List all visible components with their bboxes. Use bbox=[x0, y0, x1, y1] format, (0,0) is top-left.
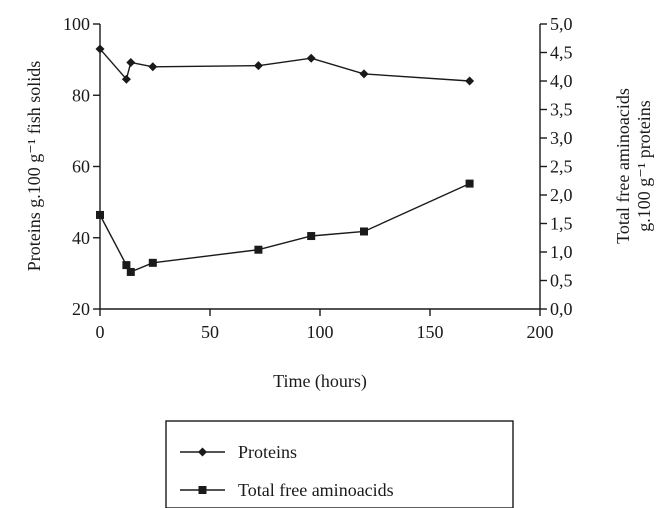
right-y-tick-label: 3,5 bbox=[550, 100, 573, 120]
right-y-tick-label: 1,5 bbox=[550, 214, 573, 234]
x-axis-title: Time (hours) bbox=[273, 371, 367, 392]
left-y-tick-label: 40 bbox=[72, 228, 90, 248]
x-tick-label: 50 bbox=[201, 322, 219, 342]
right-y-tick-label: 2,0 bbox=[550, 185, 573, 205]
data-point-aminoacids bbox=[254, 245, 263, 254]
x-tick-label: 0 bbox=[96, 322, 105, 342]
data-point-proteins bbox=[95, 44, 105, 54]
legend-label-proteins: Proteins bbox=[238, 442, 297, 462]
legend-square-marker bbox=[198, 486, 207, 494]
data-point-aminoacids bbox=[126, 267, 135, 276]
data-point-proteins bbox=[126, 57, 136, 67]
right-y-tick-label: 5,0 bbox=[550, 14, 573, 34]
data-point-aminoacids bbox=[307, 232, 316, 241]
right-y-axis-title-line2: g.100 g⁻¹ proteins bbox=[634, 100, 654, 231]
legend-item-proteins: Proteins bbox=[180, 442, 297, 462]
left-y-tick-label: 20 bbox=[72, 299, 90, 319]
data-point-proteins bbox=[306, 53, 316, 63]
x-tick-label: 200 bbox=[527, 322, 554, 342]
left-y-tick-label: 60 bbox=[72, 157, 90, 177]
data-point-aminoacids bbox=[96, 210, 104, 219]
right-y-tick-label: 2,5 bbox=[550, 157, 573, 177]
left-y-tick-label: 80 bbox=[72, 85, 90, 105]
x-tick-label: 150 bbox=[417, 322, 444, 342]
data-point-aminoacids bbox=[122, 261, 131, 270]
legend-diamond-marker bbox=[198, 447, 207, 457]
legend-item-total-free-aminoacids: Total free aminoacids bbox=[180, 480, 394, 500]
data-point-proteins bbox=[359, 69, 369, 79]
x-ticks: 0 50 100 150 200 bbox=[96, 309, 554, 342]
right-y-ticks: 0,0 0,5 1,0 1,5 2,0 2,5 3,0 3,5 4,0 4,5 5,0 bbox=[540, 14, 573, 319]
right-y-axis-title-line1: Total free aminoacids bbox=[613, 88, 633, 244]
data-point-proteins bbox=[121, 74, 131, 84]
series-line-aminoacids bbox=[99, 182, 470, 273]
legend: Proteins Total free aminoacids bbox=[165, 420, 514, 508]
left-y-ticks: 20 40 60 80 100 bbox=[63, 14, 100, 319]
right-y-tick-label: 0,0 bbox=[550, 299, 573, 319]
right-y-tick-label: 3,0 bbox=[550, 128, 573, 148]
right-y-tick-label: 0,5 bbox=[550, 271, 573, 291]
series-layer bbox=[95, 44, 475, 276]
right-y-tick-label: 4,0 bbox=[550, 71, 573, 91]
data-point-proteins bbox=[148, 62, 158, 72]
left-y-axis-title: Proteins g.100 g⁻¹ fish solids bbox=[24, 61, 44, 271]
data-point-aminoacids bbox=[148, 258, 157, 267]
data-point-aminoacids bbox=[465, 179, 474, 188]
legend-box bbox=[165, 420, 514, 508]
data-point-proteins bbox=[465, 76, 475, 86]
x-tick-label: 100 bbox=[307, 322, 334, 342]
legend-label-aminoacids: Total free aminoacids bbox=[238, 480, 394, 500]
right-y-tick-label: 4,5 bbox=[550, 43, 573, 63]
left-y-tick-label: 100 bbox=[63, 14, 90, 34]
data-point-proteins bbox=[253, 61, 263, 71]
data-point-aminoacids bbox=[360, 227, 368, 236]
right-y-tick-label: 1,0 bbox=[550, 242, 573, 262]
